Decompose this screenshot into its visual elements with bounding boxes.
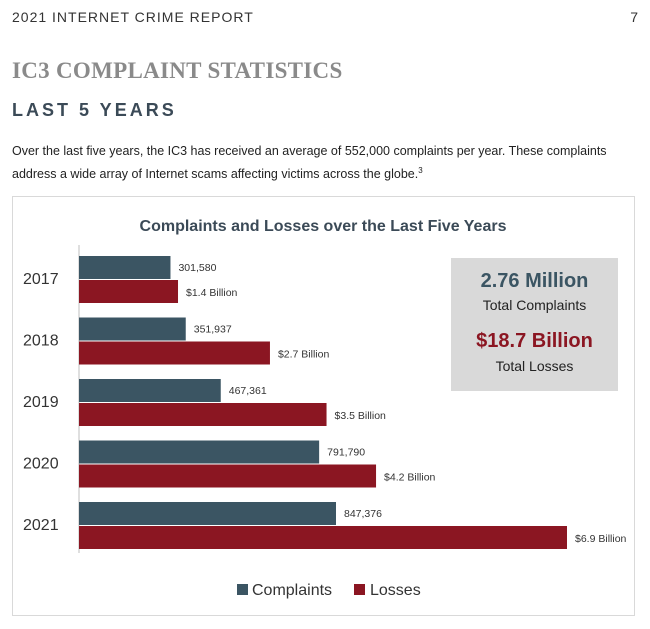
legend-label-losses: Losses	[370, 582, 421, 599]
losses-bar-2019	[79, 403, 327, 426]
complaints-bar-2018	[79, 317, 186, 341]
legend-swatch-complaints	[237, 584, 248, 595]
category-label-2018: 2018	[23, 333, 59, 350]
report-title: 2021 INTERNET CRIME REPORT	[12, 9, 254, 25]
losses-bar-2020	[79, 464, 377, 488]
category-label-2021: 2021	[23, 517, 59, 534]
total-losses-label: Total Losses	[495, 358, 574, 374]
category-label-2020: 2020	[23, 456, 59, 473]
complaints-label-2018: 351,937	[194, 324, 232, 336]
losses-label-2020: $4.2 Billion	[384, 472, 436, 484]
complaints-bar-2020	[79, 440, 320, 464]
total-complaints-value: 2.76 Million	[480, 270, 589, 292]
complaints-bar-2017	[79, 256, 171, 279]
losses-bar-2021	[79, 526, 567, 549]
losses-label-2019: $3.5 Billion	[335, 410, 387, 422]
losses-label-2017: $1.4 Billion	[186, 287, 238, 299]
category-label-2019: 2019	[23, 394, 59, 411]
losses-label-2021: $6.9 Billion	[575, 533, 627, 545]
complaints-label-2021: 847,376	[344, 508, 382, 520]
complaints-losses-chart: Complaints and Losses over the Last Five…	[23, 218, 627, 599]
losses-label-2018: $2.7 Billion	[278, 349, 330, 361]
legend-label-complaints: Complaints	[252, 582, 332, 599]
page-header: 2021 INTERNET CRIME REPORT 7	[12, 9, 638, 29]
category-label-2017: 2017	[23, 271, 59, 288]
legend-swatch-losses	[354, 584, 365, 595]
chart-frame: Complaints and Losses over the Last Five…	[12, 196, 635, 616]
complaints-bar-2021	[79, 502, 336, 525]
losses-bar-2018	[79, 341, 270, 365]
section-title: IC3 COMPLAINT STATISTICS	[12, 58, 343, 83]
intro-text: Over the last five years, the IC3 has re…	[12, 144, 607, 182]
page-number: 7	[630, 9, 638, 25]
summary-box: 2.76 Million Total Complaints $18.7 Bill…	[451, 258, 618, 391]
complaints-label-2017: 301,580	[178, 262, 216, 274]
total-complaints-label: Total Complaints	[482, 297, 587, 313]
losses-bar-2017	[79, 280, 179, 303]
complaints-label-2019: 467,361	[229, 385, 267, 397]
intro-paragraph: Over the last five years, the IC3 has re…	[12, 142, 642, 184]
section-subtitle: LAST 5 YEARS	[12, 100, 177, 120]
total-losses-value: $18.7 Billion	[476, 330, 593, 352]
chart-title: Complaints and Losses over the Last Five…	[140, 218, 507, 235]
complaints-label-2020: 791,790	[327, 447, 365, 459]
footnote-ref: 3	[418, 166, 423, 175]
complaints-bar-2019	[79, 379, 221, 402]
